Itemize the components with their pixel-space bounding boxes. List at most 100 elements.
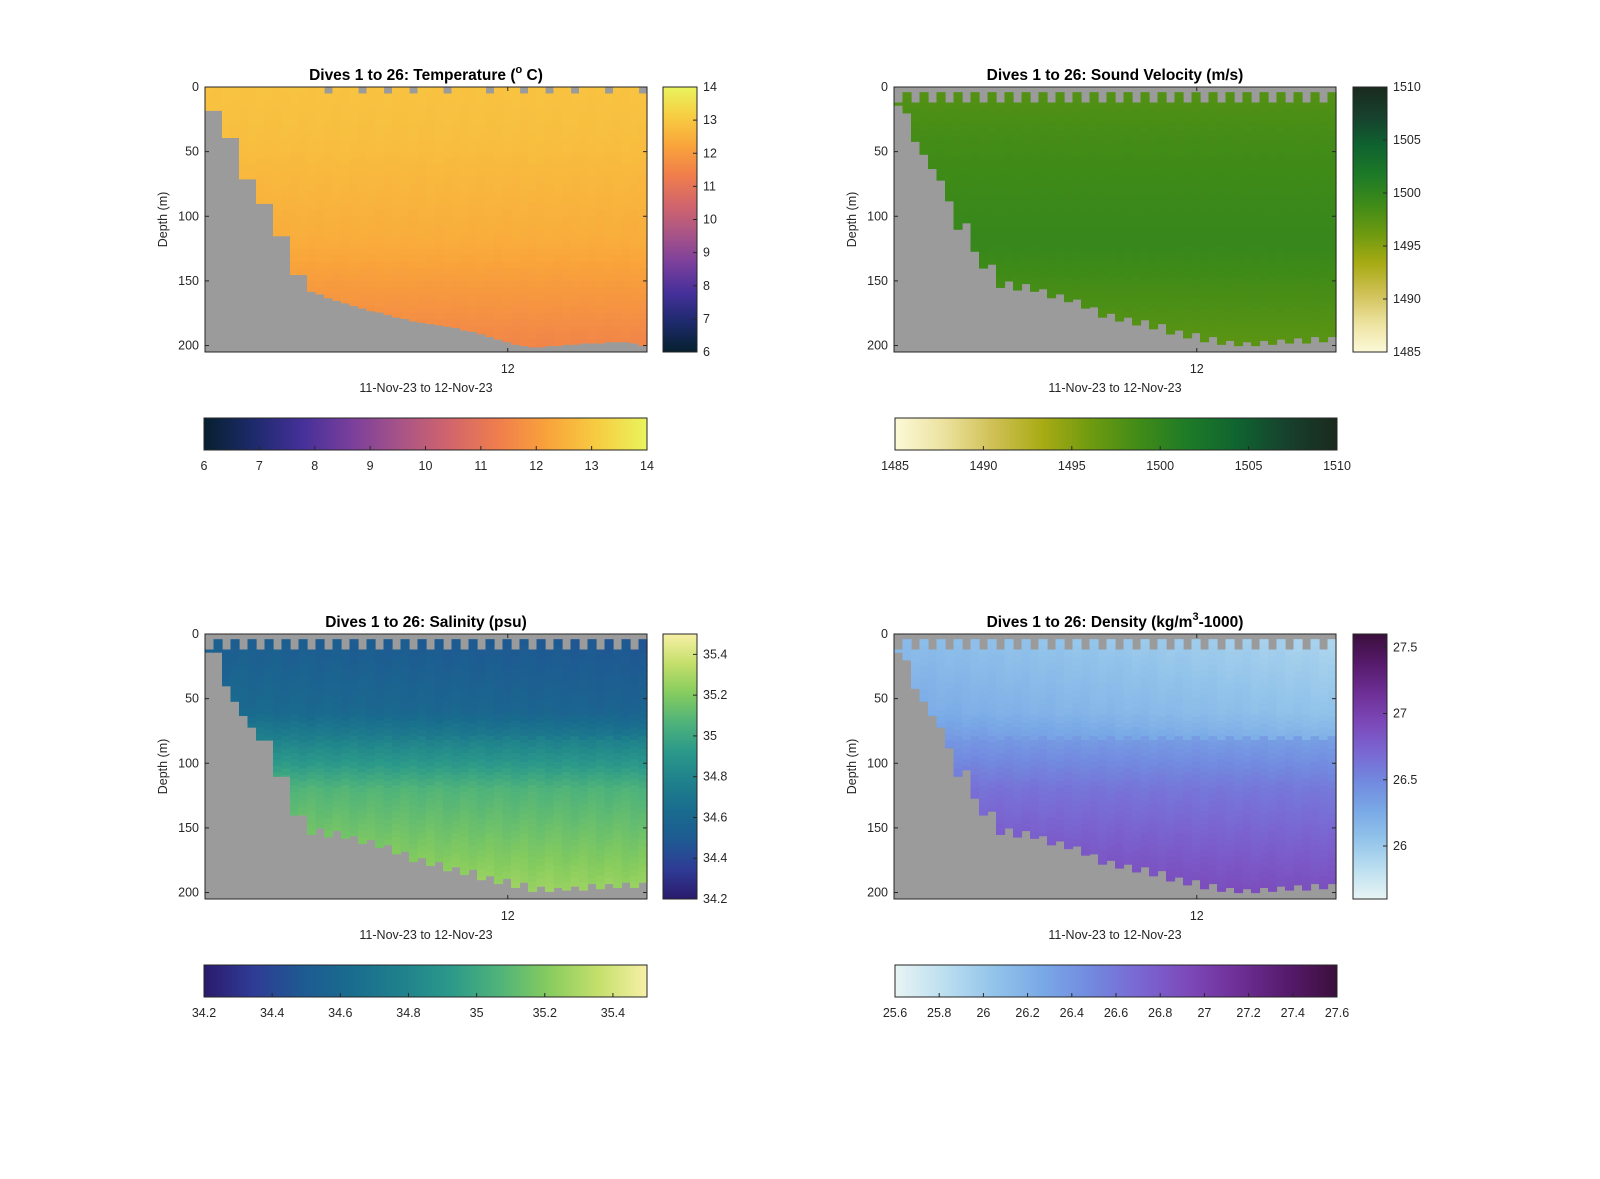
heatmap-cell	[502, 339, 512, 343]
heatmap-cell	[502, 255, 512, 263]
heatmap-cell	[383, 280, 393, 288]
heatmap-cell	[460, 132, 470, 140]
heatmap-cell	[1251, 121, 1261, 129]
heatmap-cell	[528, 733, 538, 741]
heatmap-cell	[562, 811, 572, 819]
heatmap-cell	[545, 112, 555, 120]
heatmap-cell	[613, 190, 623, 198]
heatmap-cell	[1183, 225, 1193, 233]
heatmap-cell	[1157, 311, 1167, 319]
heatmap-cell	[570, 280, 580, 288]
heatmap-cell	[375, 112, 385, 120]
heatmap-cell	[536, 203, 546, 211]
heatmap-cell	[1293, 163, 1303, 171]
heatmap-cell	[443, 836, 453, 845]
heatmap-cell	[545, 267, 555, 276]
heatmap-cell	[511, 649, 521, 657]
heatmap-cell	[545, 843, 555, 851]
heatmap-cell	[1038, 105, 1048, 113]
heatmap-cell	[1055, 253, 1065, 261]
heatmap-cell	[579, 888, 589, 891]
heatmap-cell	[545, 209, 555, 217]
heatmap-cell	[494, 662, 504, 670]
heatmap-cell	[366, 280, 376, 288]
heatmap-cell	[613, 216, 623, 224]
heatmap-cell	[417, 145, 427, 153]
heatmap-cell	[358, 740, 368, 748]
heatmap-cell	[630, 319, 640, 327]
heatmap-cell	[477, 688, 487, 696]
heatmap-cell	[562, 869, 572, 877]
heatmap-cell	[502, 652, 512, 660]
heatmap-cell	[1276, 286, 1286, 294]
heatmap-cell	[485, 794, 495, 802]
heatmap-cell	[1157, 318, 1167, 325]
heatmap-cell	[536, 813, 546, 821]
heatmap-cell	[341, 183, 351, 192]
heatmap-cell	[596, 759, 606, 767]
heatmap-cell	[621, 332, 631, 340]
heatmap-cell	[528, 856, 538, 864]
heatmap-cell	[962, 212, 972, 220]
heatmap-cell	[1293, 318, 1303, 326]
heatmap-cell	[553, 267, 563, 276]
heatmap-cell	[375, 125, 385, 133]
heatmap-cell	[247, 158, 257, 166]
heatmap-cell	[307, 720, 317, 728]
heatmap-cell	[1191, 98, 1201, 106]
heatmap-cell	[1098, 257, 1108, 265]
heatmap-cell	[511, 300, 521, 308]
heatmap-cell	[1047, 173, 1057, 181]
heatmap-cell	[315, 177, 325, 185]
heatmap-cell	[1047, 289, 1057, 298]
heatmap-cell	[1021, 253, 1031, 261]
heatmap-cell	[502, 280, 512, 288]
heatmap-cell	[341, 145, 351, 153]
heatmap-cell	[1302, 277, 1312, 285]
heatmap-cell	[1183, 251, 1193, 259]
heatmap-cell	[579, 675, 589, 683]
heatmap-cell	[511, 293, 521, 301]
heatmap-cell	[502, 800, 512, 808]
heatmap-cell	[596, 862, 606, 870]
heatmap-cell	[1200, 296, 1210, 304]
heatmap-cell	[1115, 180, 1125, 188]
heatmap-cell	[332, 768, 342, 776]
heatmap-cell	[1285, 102, 1295, 110]
heatmap-cell	[349, 248, 359, 256]
heatmap-cell	[1021, 182, 1031, 190]
heatmap-cell	[545, 765, 555, 773]
heatmap-cell	[349, 255, 359, 263]
heatmap-cell	[604, 846, 614, 854]
heatmap-cell	[604, 183, 614, 192]
hcolorbar-tick-label: 6	[201, 459, 208, 473]
heatmap-cell	[1234, 115, 1244, 123]
heatmap-cell	[579, 688, 589, 696]
heatmap-cell	[409, 171, 419, 179]
heatmap-cell	[349, 229, 359, 237]
heatmap-cell	[426, 694, 436, 702]
heatmap-cell	[979, 193, 989, 201]
heatmap-cell	[562, 772, 572, 780]
heatmap-cell	[536, 820, 546, 828]
heatmap-cell	[324, 817, 334, 825]
heatmap-cell	[1098, 264, 1108, 272]
heatmap-cell	[945, 193, 955, 201]
heatmap-cell	[307, 714, 317, 722]
heatmap-cell	[562, 326, 572, 334]
heatmap-cell	[1225, 253, 1235, 261]
heatmap-cell	[945, 141, 955, 149]
heatmap-cell	[1310, 279, 1320, 287]
heatmap-cell	[502, 93, 512, 101]
heatmap-cell	[426, 740, 436, 748]
heatmap-cell	[1021, 221, 1031, 229]
heatmap-cell	[528, 151, 538, 159]
heatmap-cell	[519, 852, 529, 860]
heatmap-cell	[1013, 102, 1023, 110]
heatmap-cell	[434, 697, 444, 705]
heatmap-cell	[264, 132, 274, 140]
heatmap-cell	[962, 134, 972, 142]
heatmap-cell	[587, 326, 597, 334]
heatmap-cell	[579, 326, 589, 334]
heatmap-cell	[596, 87, 606, 95]
